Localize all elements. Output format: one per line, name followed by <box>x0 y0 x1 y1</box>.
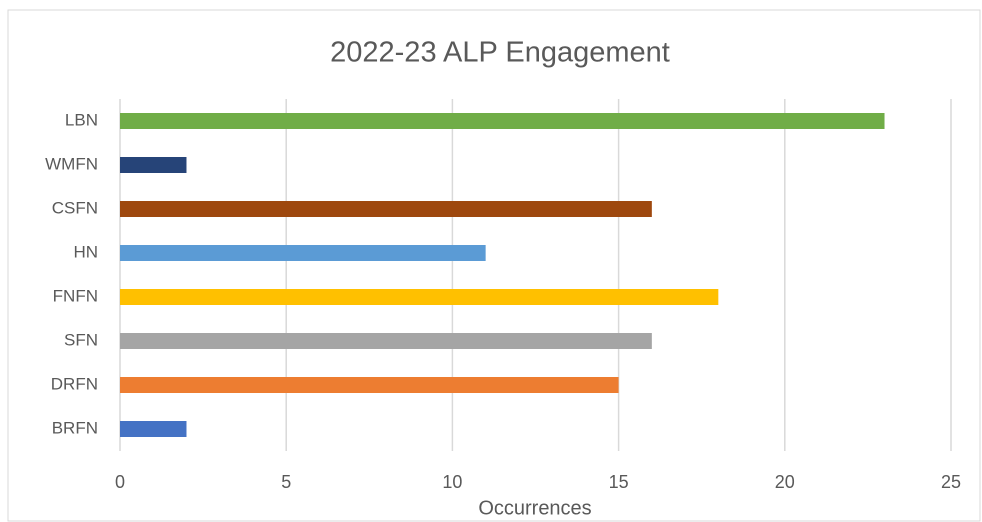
y-tick-label: LBN <box>65 110 98 129</box>
y-tick-label: BRFN <box>52 418 98 437</box>
chart-title: 2022-23 ALP Engagement <box>330 37 670 69</box>
chart-border <box>7 9 981 522</box>
x-tick-label: 10 <box>442 472 462 492</box>
y-tick-label: HN <box>73 242 98 261</box>
bar <box>120 421 187 437</box>
y-tick-label: WMFN <box>45 154 98 173</box>
bar <box>120 245 486 261</box>
x-tick-label: 20 <box>775 472 795 492</box>
bar <box>120 377 619 393</box>
y-tick-label: FNFN <box>53 286 98 305</box>
x-tick-label: 25 <box>941 472 961 492</box>
bar <box>120 157 187 173</box>
bar <box>120 333 652 349</box>
bar <box>120 201 652 217</box>
y-tick-label: CSFN <box>52 198 98 217</box>
x-tick-label: 5 <box>281 472 291 492</box>
bar <box>120 113 885 129</box>
y-tick-label: SFN <box>64 330 98 349</box>
y-tick-label: DRFN <box>51 374 98 393</box>
x-tick-label: 0 <box>115 472 125 492</box>
bar <box>120 289 719 305</box>
x-tick-label: 15 <box>609 472 629 492</box>
x-axis-title: Occurrences <box>478 497 591 519</box>
